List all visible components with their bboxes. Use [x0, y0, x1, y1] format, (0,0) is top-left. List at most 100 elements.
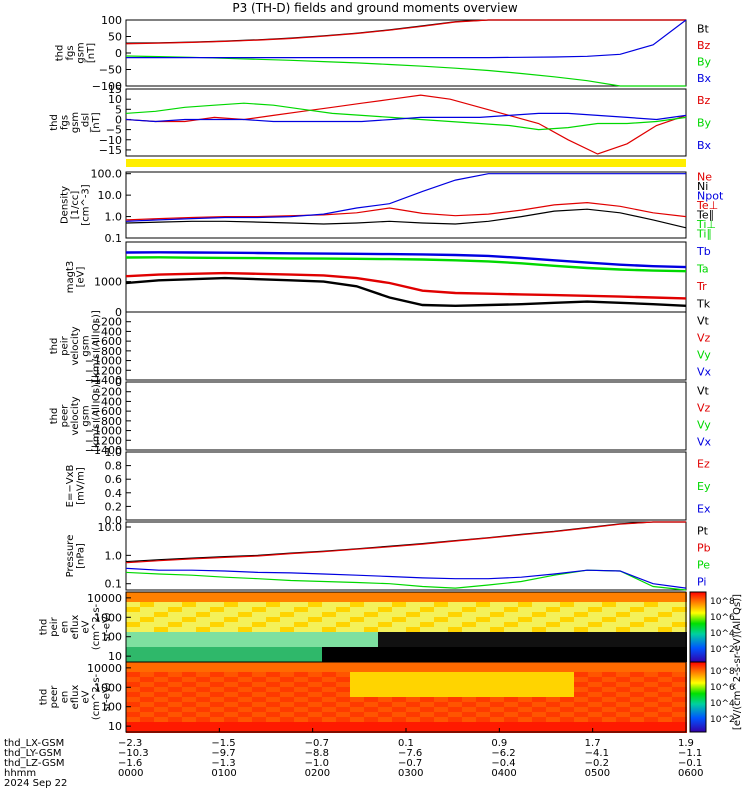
- panel-9-cell: [350, 712, 365, 718]
- panel-6-legend-Ex: Ex: [697, 503, 711, 516]
- panel-8-cell: [672, 632, 687, 638]
- panel-9-cell: [350, 687, 365, 693]
- panel-8-cell: [658, 627, 673, 633]
- panel-9-cell: [560, 662, 575, 668]
- xaxis-value: −9.7: [211, 748, 235, 759]
- colorbar-label: [eV/(cm^2-s-sr-eV)(All Qs)]: [732, 594, 743, 730]
- panel-1-legend-Bz: Bz: [697, 94, 711, 107]
- panel-8-cell: [364, 642, 379, 648]
- panel-9-cell: [434, 697, 449, 703]
- panel-7-ylabel-line: [nPa]: [75, 543, 86, 569]
- panel-7-ytick-label: 1.0: [105, 549, 123, 562]
- panel-8-cell: [560, 657, 575, 663]
- panel-9-cell: [126, 722, 141, 728]
- panel-8-cell: [308, 617, 323, 623]
- panel-8-cell: [210, 617, 225, 623]
- panel-8-cell: [182, 617, 197, 623]
- panel-8-cell: [364, 592, 379, 598]
- panel-9-cell: [252, 702, 267, 708]
- panel-9-cell: [574, 722, 589, 728]
- panel-8-cell: [280, 627, 295, 633]
- panel-1-ylabel-line: thd: [49, 114, 60, 131]
- panel-0-ylabel-line: fgs: [65, 45, 76, 60]
- panel-8-cell: [448, 592, 463, 598]
- panel-9-cell: [616, 667, 631, 673]
- panel-8-cell: [644, 612, 659, 618]
- panel-8-cell: [168, 602, 183, 608]
- panel-8-cell: [308, 637, 323, 643]
- panel-8-cell: [546, 607, 561, 613]
- panel-4-legend-Vz: Vz: [697, 332, 711, 345]
- panel-8-cell: [294, 627, 309, 633]
- panel-8-cell: [406, 642, 421, 648]
- panel-9-cell: [588, 677, 603, 683]
- panel-9-cell: [280, 727, 295, 733]
- panel-9-cell: [588, 727, 603, 733]
- panel-9-cell: [140, 662, 155, 668]
- panel-9-cell: [434, 687, 449, 693]
- panel-8-cell: [420, 647, 435, 653]
- panel-8-cell: [392, 652, 407, 658]
- panel-8-cell: [196, 652, 211, 658]
- panel-9-cell: [644, 702, 659, 708]
- panel-9-cell: [322, 677, 337, 683]
- panel-8-cell: [504, 657, 519, 663]
- panel-5-ytick-label: −200: [92, 386, 122, 399]
- panel-9-cell: [504, 692, 519, 698]
- panel-8-cell: [574, 632, 589, 638]
- panel-9-cell: [168, 712, 183, 718]
- panel-9-cell: [658, 682, 673, 688]
- panel-8-ytick-label: 10: [108, 650, 122, 663]
- panel-9-cell: [532, 672, 547, 678]
- panel-1-ytick-label: 5: [115, 103, 122, 116]
- panel-9-cell: [196, 707, 211, 713]
- panel-9-cell: [210, 667, 225, 673]
- panel-8-cell: [378, 647, 393, 653]
- panel-4-legend-Vx: Vx: [697, 366, 712, 379]
- panel-9-cell: [182, 677, 197, 683]
- panel-9-cell: [560, 677, 575, 683]
- panel-8-cell: [532, 617, 547, 623]
- panel-8-cell: [280, 597, 295, 603]
- panel-9-cell: [126, 712, 141, 718]
- panel-9-cell: [182, 722, 197, 728]
- colorbar-tick-label: 10^6: [710, 683, 735, 693]
- panel-8-cell: [364, 652, 379, 658]
- panel-8-cell: [140, 627, 155, 633]
- panel-8-cell: [518, 607, 533, 613]
- panel-8-cell: [364, 632, 379, 638]
- panel-9-cell: [546, 702, 561, 708]
- panel-9-cell: [210, 717, 225, 723]
- panel-8-cell: [602, 602, 617, 608]
- panel-8-cell: [462, 602, 477, 608]
- xaxis-row-label: thd_LY-GSM: [4, 748, 61, 759]
- panel-8-cell: [266, 627, 281, 633]
- colorbar-upper: [689, 591, 707, 663]
- panel-4-ytick-label: −400: [92, 325, 122, 338]
- panel-9-cell: [518, 682, 533, 688]
- panel-0-ylabel-line: [nT]: [86, 43, 97, 63]
- panel-9-cell: [224, 702, 239, 708]
- panel-9-cell: [364, 697, 379, 703]
- panel-8-cell: [392, 627, 407, 633]
- panel-9-cell: [252, 707, 267, 713]
- panel-9-cell: [406, 697, 421, 703]
- panel-8-cell: [602, 612, 617, 618]
- panel-8-cell: [364, 597, 379, 603]
- panel-8-cell: [630, 657, 645, 663]
- panel-9-cell: [392, 717, 407, 723]
- panel-8-cell: [532, 652, 547, 658]
- panel-8-cell: [238, 617, 253, 623]
- panel-8-cell: [182, 627, 197, 633]
- panel-9-cell: [294, 712, 309, 718]
- panel-9-cell: [504, 717, 519, 723]
- panel-8-ylabel-line: en: [60, 621, 71, 634]
- panel-8-cell: [462, 632, 477, 638]
- panel-8-cell: [238, 627, 253, 633]
- panel-8-cell: [588, 602, 603, 608]
- panel-9-cell: [462, 717, 477, 723]
- panel-9-cell: [630, 662, 645, 668]
- panel-8-cell: [266, 647, 281, 653]
- panel-8-cell: [462, 592, 477, 598]
- panel-9-cell: [434, 712, 449, 718]
